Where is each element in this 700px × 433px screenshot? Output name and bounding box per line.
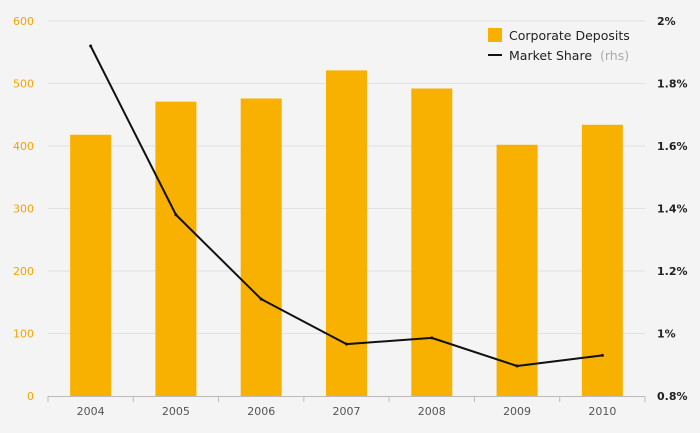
market-share-point xyxy=(174,213,178,217)
left-tick-label: 500 xyxy=(13,78,34,91)
market-share-point xyxy=(515,364,519,368)
left-tick-label: 0 xyxy=(27,390,34,403)
market-share-point xyxy=(259,297,263,301)
left-tick-label: 400 xyxy=(13,140,34,153)
x-tick-label: 2008 xyxy=(418,405,446,418)
left-tick-label: 300 xyxy=(13,203,34,216)
left-y-axis: 0 100 200 300 400 500 600 xyxy=(13,15,34,403)
x-tick-label: 2007 xyxy=(333,405,361,418)
right-tick-label: 1% xyxy=(657,328,676,341)
right-tick-label: 1.8% xyxy=(657,78,688,91)
left-tick-label: 200 xyxy=(13,265,34,278)
bar xyxy=(240,98,282,396)
right-tick-label: 1.2% xyxy=(657,265,688,278)
bar-series-corporate-deposits xyxy=(70,70,623,396)
market-share-point xyxy=(430,336,434,340)
legend: Corporate Deposits Market Share (rhs) xyxy=(488,28,630,63)
bar xyxy=(155,101,197,396)
x-tick-label: 2010 xyxy=(588,405,616,418)
bar xyxy=(326,70,367,396)
legend-label-corporate-deposits: Corporate Deposits xyxy=(509,28,630,43)
legend-label-market-share-name: Market Share xyxy=(509,48,592,63)
left-tick-label: 600 xyxy=(13,15,34,28)
bar xyxy=(496,144,538,396)
right-tick-label: 2% xyxy=(657,15,676,28)
left-tick-label: 100 xyxy=(13,328,34,341)
right-y-axis: 0.8% 1% 1.2% 1.4% 1.6% 1.8% 2% xyxy=(657,15,688,403)
legend-swatch-corporate-deposits xyxy=(488,28,502,42)
x-axis xyxy=(47,396,646,402)
right-tick-label: 0.8% xyxy=(657,390,688,403)
right-tick-label: 1.6% xyxy=(657,140,688,153)
x-tick-label: 2004 xyxy=(77,405,105,418)
right-tick-label: 1.4% xyxy=(657,203,688,216)
legend-label-market-share: Market Share (rhs) xyxy=(509,48,629,63)
market-share-point xyxy=(600,353,604,357)
x-tick-label: 2009 xyxy=(503,405,531,418)
legend-label-market-share-note: (rhs) xyxy=(600,48,629,63)
bar xyxy=(581,124,623,396)
market-share-point xyxy=(89,44,93,48)
x-axis-tick-labels: 2004 2005 2006 2007 2008 2009 2010 xyxy=(77,405,617,418)
bar xyxy=(70,134,112,396)
x-tick-label: 2006 xyxy=(247,405,275,418)
x-tick-label: 2005 xyxy=(162,405,190,418)
market-share-point xyxy=(345,342,348,346)
line-series-market-share xyxy=(89,44,604,368)
bar xyxy=(411,88,453,396)
